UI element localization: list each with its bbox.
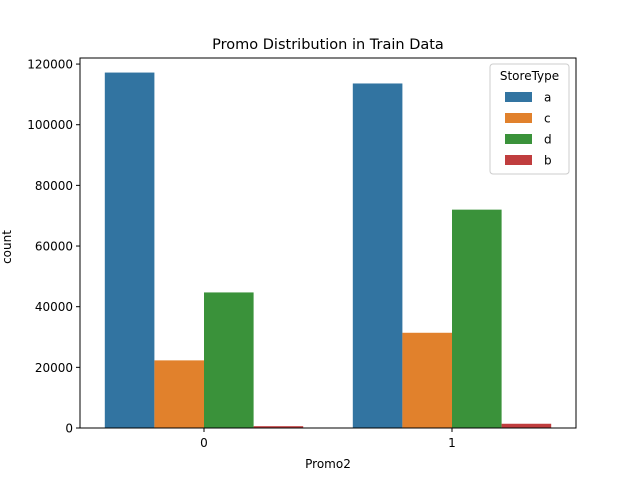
bar-d-0 [204,292,254,428]
y-tick-label: 0 [65,422,73,436]
legend-swatch-c [505,113,532,123]
legend-label-a: a [544,91,551,105]
bar-b-1 [501,423,552,428]
bar-d-1 [452,209,502,428]
bar-a-1 [352,83,403,429]
y-tick-label: 80000 [35,179,73,193]
bar-c-0 [154,360,204,428]
legend-label-b: b [544,154,552,168]
bar-b-0 [253,426,304,428]
legend-swatch-d [505,134,532,144]
y-tick-label: 40000 [35,300,73,314]
y-tick-label: 120000 [27,58,73,72]
y-axis: 0 20000 40000 60000 80000 100000 120000 [27,58,80,436]
legend-swatch-a [505,92,532,102]
plot-frame [79,57,577,429]
legend-title: StoreType [500,69,559,83]
legend-swatch-b [505,155,532,165]
bars-group [104,72,552,429]
bar-a-0 [104,72,155,429]
y-tick-label: 20000 [35,361,73,375]
y-tick-label: 60000 [35,240,73,254]
x-axis-label: Promo2 [305,457,351,471]
x-tick-label: 0 [200,436,208,450]
y-tick-label: 100000 [27,118,73,132]
chart-title: Promo Distribution in Train Data [212,37,444,53]
legend-label-d: d [544,133,552,147]
y-axis-label: count [0,230,14,264]
x-tick-label: 1 [448,436,456,450]
bar-c-1 [402,332,452,428]
legend-label-c: c [544,112,551,126]
